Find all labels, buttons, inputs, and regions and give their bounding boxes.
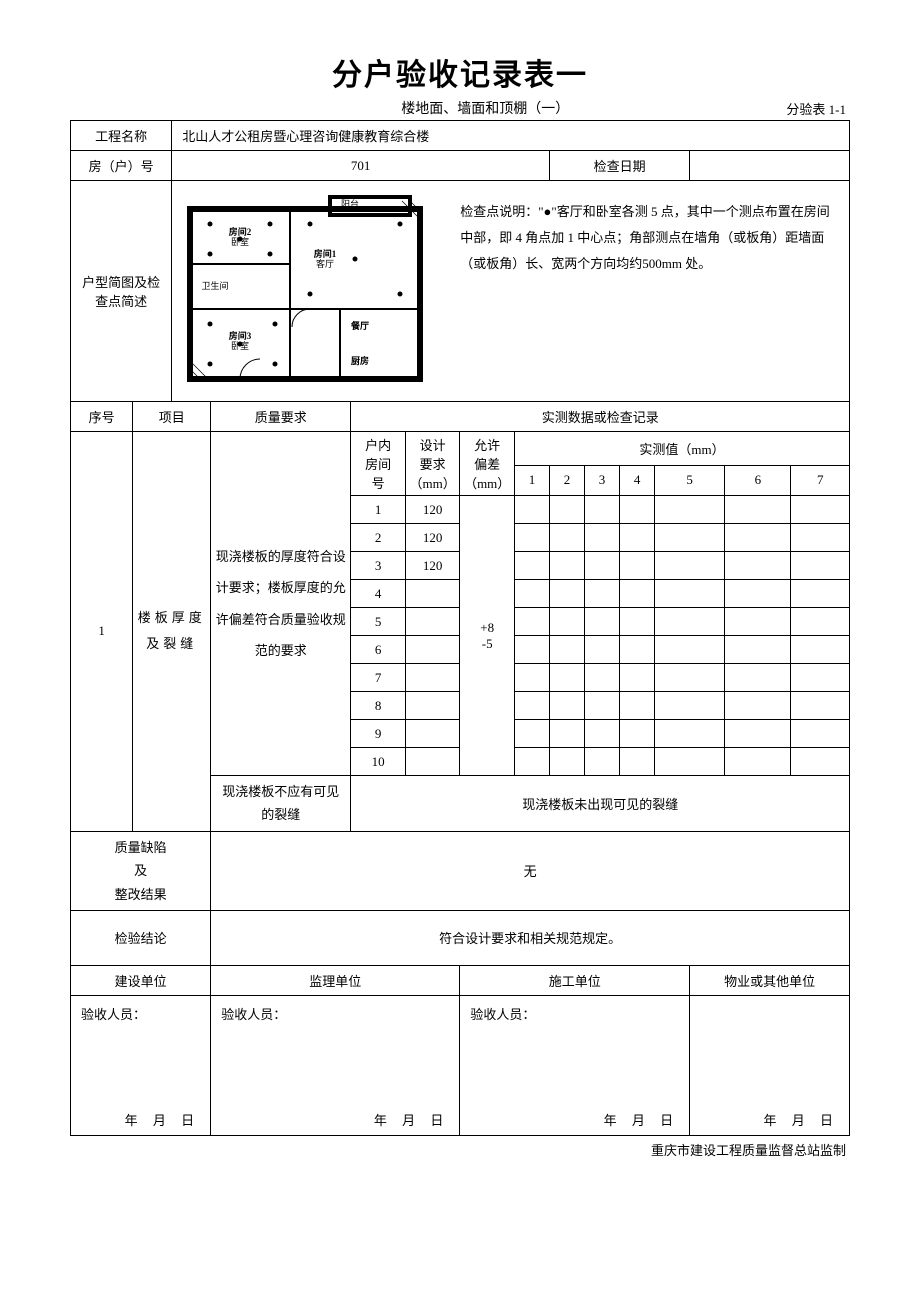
m5: 5	[655, 465, 725, 495]
floor-plan-diagram: 房间2 卧室 房间1 客厅 房间3 卧室 阳台 卫生间 餐厅 厨房	[180, 189, 440, 393]
title-block: 分户验收记录表一	[70, 50, 850, 94]
m4: 4	[620, 465, 655, 495]
item1-result2: 现浇楼板未出现可见的裂缝	[351, 776, 850, 832]
unit-construct: 施工单位	[460, 965, 690, 995]
subtitle: 楼地面、墙面和顶棚（一）	[184, 98, 786, 118]
row-project: 工程名称 北山人才公租房暨心理咨询健康教育综合楼	[71, 121, 850, 151]
subtitle-row: 楼地面、墙面和顶棚（一） 分验表 1-1	[70, 98, 850, 120]
svg-text:餐厅: 餐厅	[350, 320, 369, 331]
svg-text:卧室: 卧室	[231, 340, 249, 351]
item1-req: 现浇楼板的厚度符合设计要求；楼板厚度的允许偏差符合质量验收规范的要求	[211, 432, 351, 776]
svg-text:卫生间: 卫生间	[202, 280, 229, 291]
col-record: 实测数据或检查记录	[351, 402, 850, 432]
acceptor-label: 验收人员：	[470, 1007, 535, 1022]
row-col-headers: 序号 项目 质量要求 实测数据或检查记录	[71, 402, 850, 432]
m1: 1	[514, 465, 549, 495]
row-subhead-1: 1 楼板厚度及裂缝 现浇楼板的厚度符合设计要求；楼板厚度的允许偏差符合质量验收规…	[71, 432, 850, 466]
row-signatures: 验收人员： 年 月 日 验收人员： 年 月 日 验收人员： 年 月 日 年 月 …	[71, 995, 850, 1135]
m6: 6	[725, 465, 791, 495]
check-date-label: 检查日期	[549, 151, 689, 181]
row-defect: 质量缺陷 及 整改结果 无	[71, 831, 850, 910]
svg-text:厨房: 厨房	[351, 355, 369, 366]
conclusion-label: 检验结论	[71, 910, 211, 965]
acceptor-label: 验收人员：	[221, 1007, 286, 1022]
floorplan-description: 检查点说明："●"客厅和卧室各测 5 点，其中一个测点布置在房间中部，即 4 角…	[460, 189, 841, 277]
item1-name: 楼板厚度及裂缝	[133, 432, 211, 832]
sig-supervise: 验收人员： 年 月 日	[211, 995, 460, 1135]
sig-property: 年 月 日	[690, 995, 850, 1135]
svg-text:客厅: 客厅	[316, 258, 334, 269]
svg-text:房间3: 房间3	[229, 330, 252, 341]
footer: 重庆市建设工程质量监督总站监制	[70, 1136, 850, 1159]
date-label: 年 月 日	[763, 1110, 839, 1129]
defect-value: 无	[211, 831, 850, 910]
project-name-label: 工程名称	[71, 121, 172, 151]
floorplan-cell: 房间2 卧室 房间1 客厅 房间3 卧室 阳台 卫生间 餐厅 厨房	[172, 181, 850, 402]
row-room: 房（户）号 701 检查日期	[71, 151, 850, 181]
floorplan-label: 户型简图及检查点简述	[71, 181, 172, 402]
svg-text:房间2: 房间2	[229, 226, 252, 237]
room-no-label: 房（户）号	[71, 151, 172, 181]
tolerance-cell: +8 -5	[460, 496, 515, 776]
unit-supervise: 监理单位	[211, 965, 460, 995]
item1-req2: 现浇楼板不应有可见的裂缝	[211, 776, 351, 832]
col-seq: 序号	[71, 402, 133, 432]
unit-build: 建设单位	[71, 965, 211, 995]
main-title: 分户验收记录表一	[70, 50, 850, 94]
check-date	[690, 151, 850, 181]
room-no: 701	[172, 151, 550, 181]
svg-text:阳台: 阳台	[341, 198, 359, 209]
defect-label: 质量缺陷 及 整改结果	[71, 831, 211, 910]
project-name: 北山人才公租房暨心理咨询健康教育综合楼	[172, 121, 850, 151]
m7: 7	[791, 465, 850, 495]
main-table: 工程名称 北山人才公租房暨心理咨询健康教育综合楼 房（户）号 701 检查日期 …	[70, 120, 850, 1136]
col-design: 设计要求（mm）	[405, 432, 460, 496]
acceptor-label: 验收人员：	[81, 1007, 146, 1022]
col-room-no: 户内房间号	[351, 432, 406, 496]
date-label: 年 月 日	[604, 1110, 680, 1129]
m3: 3	[585, 465, 620, 495]
unit-property: 物业或其他单位	[690, 965, 850, 995]
form-number: 分验表 1-1	[786, 99, 846, 118]
date-label: 年 月 日	[125, 1110, 201, 1129]
col-tolerance: 允许偏差（mm）	[460, 432, 515, 496]
sig-construct: 验收人员： 年 月 日	[460, 995, 690, 1135]
item1-seq: 1	[71, 432, 133, 832]
date-label: 年 月 日	[374, 1110, 450, 1129]
col-measured: 实测值（mm）	[514, 432, 849, 466]
row-floorplan: 户型简图及检查点简述	[71, 181, 850, 402]
row-unit-headers: 建设单位 监理单位 施工单位 物业或其他单位	[71, 965, 850, 995]
col-req: 质量要求	[211, 402, 351, 432]
m2: 2	[549, 465, 584, 495]
sig-build: 验收人员： 年 月 日	[71, 995, 211, 1135]
svg-text:房间1: 房间1	[314, 248, 337, 259]
svg-text:卧室: 卧室	[231, 236, 249, 247]
conclusion-value: 符合设计要求和相关规范规定。	[211, 910, 850, 965]
col-item: 项目	[133, 402, 211, 432]
row-conclusion: 检验结论 符合设计要求和相关规范规定。	[71, 910, 850, 965]
